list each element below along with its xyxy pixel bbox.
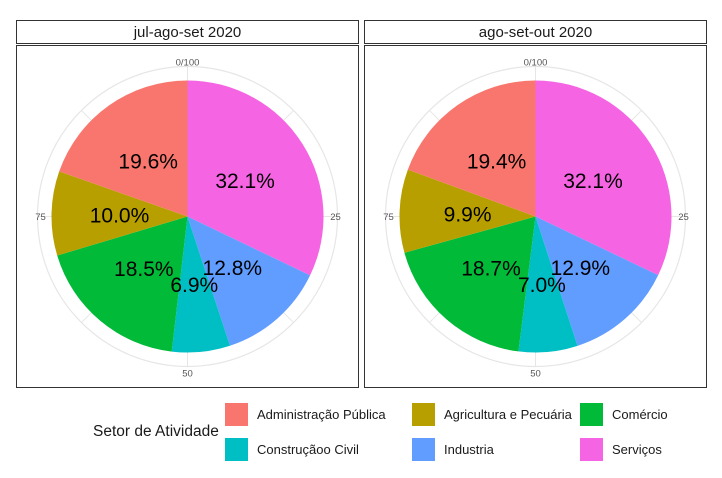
legend-item-label: Comércio <box>612 407 668 422</box>
legend-item-label: Serviços <box>612 442 662 457</box>
slice-percentage-label: 12.9% <box>551 257 611 280</box>
pie-slice-administração-pública <box>407 80 536 217</box>
legend-title: Setor de Atividade <box>93 423 219 440</box>
legend-swatch <box>225 438 248 461</box>
legend-item-label: Administração Pública <box>257 407 386 422</box>
axis-tick-label: 25 <box>678 212 689 223</box>
facet-ago-set-out: ago-set-out 2020 32.1% 12.9% 7.0% 18.7% 9.9%… <box>364 20 707 388</box>
legend-swatch <box>412 438 435 461</box>
slice-percentage-label: 18.7% <box>461 257 521 280</box>
pie-slice-agricultura-e-pecuária <box>399 169 536 253</box>
facet-title-strip: jul-ago-set 2020 <box>16 20 359 44</box>
pie-chart: 32.1% 12.8%6.9%18.5% 10.0% 19.6% 0/100 50 25 75 <box>35 58 341 380</box>
slice-percentage-label: 9.9% <box>444 203 492 226</box>
facet-title: jul-ago-set 2020 <box>133 24 242 41</box>
legend-swatch <box>412 403 435 426</box>
legend-item: Serviços <box>580 438 668 461</box>
legend-item: Construçãoo Civil <box>225 438 412 461</box>
legend-swatch <box>580 438 603 461</box>
pie-slice-comércio <box>57 216 188 352</box>
legend-item-label: Agricultura e Pecuária <box>444 407 572 422</box>
pie-slice-serviços <box>535 80 672 276</box>
legend-item: Comércio <box>580 403 668 426</box>
facet-title: ago-set-out 2020 <box>478 24 593 41</box>
pie-slice-agricultura-e-pecuária <box>51 171 188 256</box>
pie-slice-construçãoo-civil <box>518 216 578 353</box>
axis-tick-label: 0/100 <box>176 58 200 69</box>
legend-item: Administração Pública <box>225 403 412 426</box>
pie-slice-industria <box>535 216 659 346</box>
facet-jul-ago-set: jul-ago-set 2020 32.1% 12.8% 6.9% 18.5% 10.0… <box>16 20 359 388</box>
slice-percentage-label: 32.1% <box>215 170 275 193</box>
polar-grid-circle <box>36 65 339 368</box>
slice-percentage-label: 32.1% <box>563 170 623 193</box>
facet-panel: 32.1% 12.8% 6.9% 18.5% 10.0% 19.6% 0/100 50 25 75 <box>16 45 359 388</box>
slice-percentage-label: 6.9% <box>170 274 218 297</box>
axis-tick-label: 75 <box>35 212 46 223</box>
axis-tick-label: 50 <box>182 369 193 380</box>
slice-percentage-label: 7.0% <box>518 274 566 297</box>
pie-slice-construçãoo-civil <box>171 216 230 353</box>
pie-slice-administração-pública <box>59 80 188 217</box>
slice-percentage-label: 12.8% <box>203 257 263 280</box>
axis-tick-label: 0/100 <box>524 58 548 69</box>
pie-slice-comércio <box>404 216 536 352</box>
legend-swatch <box>580 403 603 426</box>
facet-title-strip: ago-set-out 2020 <box>364 20 707 44</box>
legend-item-label: Construçãoo Civil <box>257 442 359 457</box>
axis-tick-label: 50 <box>530 369 541 380</box>
slice-percentage-label: 10.0% <box>90 204 150 227</box>
polar-grid-circle <box>384 65 687 368</box>
slice-percentage-label: 19.6% <box>118 151 178 174</box>
slice-percentage-label: 18.5% <box>114 258 174 281</box>
facet-panel: 32.1% 12.9% 7.0% 18.7% 9.9% 19.4% 0/100 50 25 75 <box>364 45 707 388</box>
legend: Administração Pública Agricultura e Pecuá… <box>225 403 668 461</box>
legend-item: Industria <box>412 438 580 461</box>
pie-chart: 32.1% 12.9%7.0%18.7% 9.9% 19.4% 0/100 50 25 75 <box>383 58 689 380</box>
legend-item: Agricultura e Pecuária <box>412 403 580 426</box>
pie-slice-serviços <box>187 80 324 276</box>
axis-tick-label: 25 <box>330 212 341 223</box>
slice-percentage-label: 19.4% <box>467 150 527 173</box>
legend-item-label: Industria <box>444 442 494 457</box>
axis-tick-label: 75 <box>383 212 394 223</box>
pie-slice-industria <box>187 216 311 346</box>
legend-swatch <box>225 403 248 426</box>
